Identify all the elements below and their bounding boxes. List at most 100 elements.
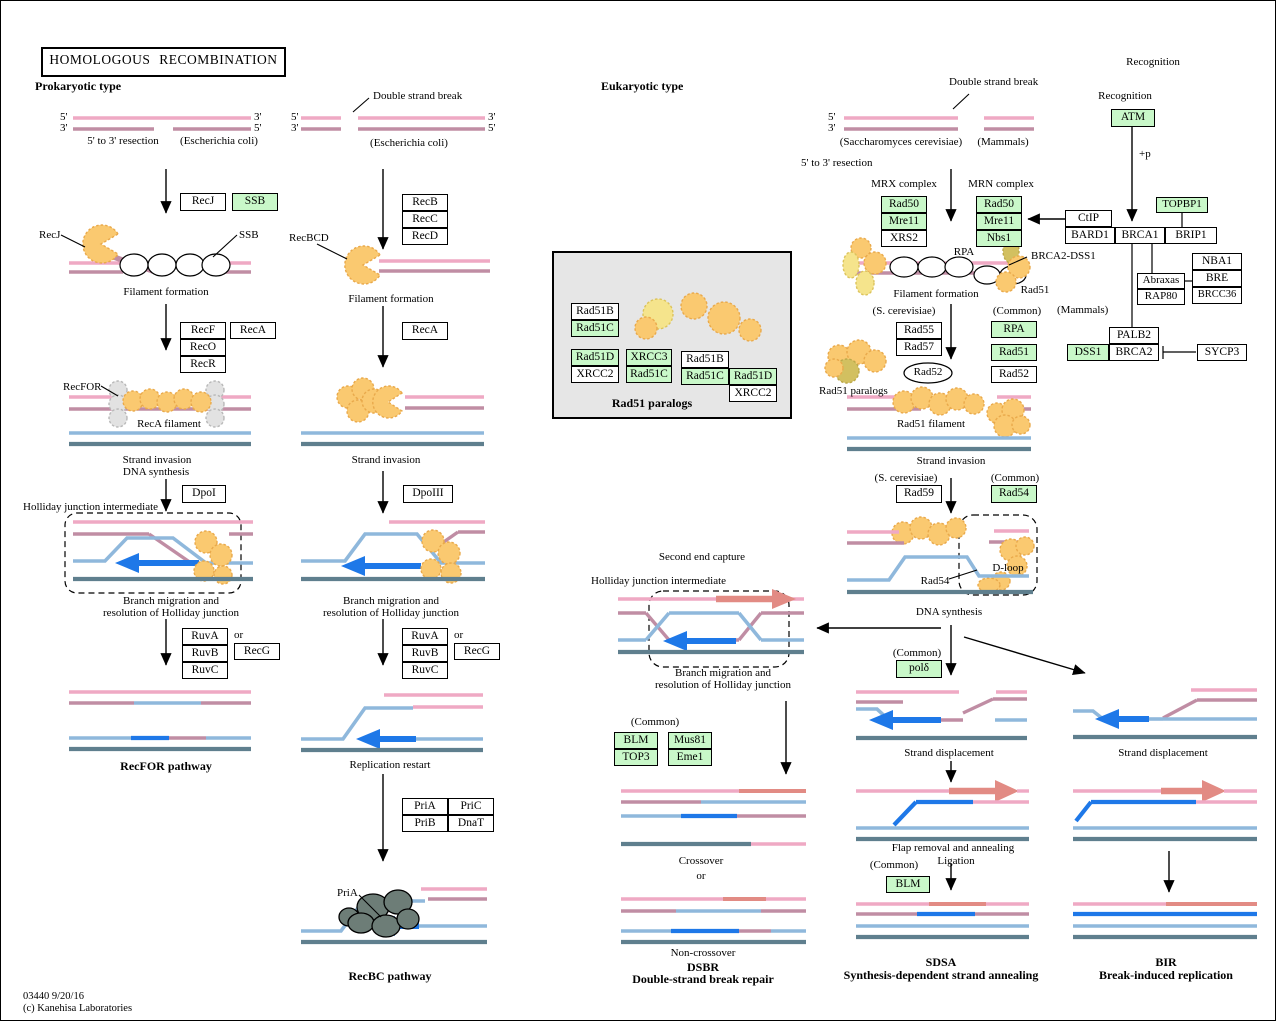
bir-final-product xyxy=(1073,902,1257,940)
recbc-pathway-label: RecBC pathway xyxy=(348,969,432,983)
gene-prib[interactable]: PriB xyxy=(402,815,448,832)
gene-pold[interactable]: polδ xyxy=(896,660,942,678)
gene-atm[interactable]: ATM xyxy=(1111,109,1155,127)
gene-recf[interactable]: RecF xyxy=(180,322,226,339)
gene-sycp3[interactable]: SYCP3 xyxy=(1197,344,1247,361)
gene-blm[interactable]: BLM xyxy=(614,732,658,749)
gene-rap80[interactable]: RAP80 xyxy=(1137,289,1185,305)
gene-top3[interactable]: TOP3 xyxy=(614,749,658,766)
bir-full-label: Break-induced replication xyxy=(1099,968,1233,982)
gene-rad51d[interactable]: Rad51D xyxy=(729,368,777,385)
gene-eme1[interactable]: Eme1 xyxy=(668,749,712,766)
gene-recg[interactable]: RecG xyxy=(234,643,280,660)
gene-dpoiii[interactable]: DpoIII xyxy=(403,485,453,503)
gene-rad51b[interactable]: Rad51B xyxy=(571,303,619,320)
sdsa-full-label: Synthesis-dependent strand annealing xyxy=(843,968,1039,982)
gene-rad59[interactable]: Rad59 xyxy=(896,485,942,503)
gene-rad51c[interactable]: Rad51C xyxy=(571,320,619,337)
prok-pria-restart xyxy=(301,887,487,945)
gene-dpoi[interactable]: DpoI xyxy=(182,485,226,503)
gene-rad52[interactable]: Rad52 xyxy=(991,366,1037,383)
gene-ctip[interactable]: CtIP xyxy=(1065,210,1112,227)
gene-pria[interactable]: PriA xyxy=(402,798,448,815)
gene-ruvc[interactable]: RuvC xyxy=(402,662,448,679)
gene-blm[interactable]: BLM xyxy=(886,876,930,893)
gene-dss1[interactable]: DSS1 xyxy=(1067,344,1109,361)
rad54-label: Rad54 xyxy=(920,575,950,587)
or-label: or xyxy=(454,629,464,641)
gene-mre11[interactable]: Mre11 xyxy=(976,213,1022,230)
resolution-label: resolution of Holliday junction xyxy=(323,607,459,619)
euk-dna-dsb xyxy=(844,93,1034,131)
gene-ssb[interactable]: SSB xyxy=(232,193,278,211)
gene-palb2[interactable]: PALB2 xyxy=(1109,327,1159,344)
gene-bre[interactable]: BRE xyxy=(1192,270,1242,287)
gene-rad51c[interactable]: Rad51C xyxy=(681,368,729,385)
gene-rad51c[interactable]: Rad51C xyxy=(626,366,672,383)
gene-xrs2[interactable]: XRS2 xyxy=(881,230,927,247)
gene-reco[interactable]: RecO xyxy=(180,339,226,356)
resection-label: 5' to 3' resection xyxy=(801,157,873,169)
mammals-label: (Mammals) xyxy=(1057,304,1109,316)
gene-recc[interactable]: RecC xyxy=(402,211,448,228)
gene-rad51b[interactable]: Rad51B xyxy=(681,351,729,368)
gene-recb[interactable]: RecB xyxy=(402,194,448,211)
gene-ruva[interactable]: RuvA xyxy=(182,628,228,645)
gene-abraxas[interactable]: Abraxas xyxy=(1137,273,1185,289)
gene-rad54[interactable]: Rad54 xyxy=(991,485,1037,503)
bir-label: BIR xyxy=(1155,955,1177,969)
section-eukaryotic: Eukaryotic type xyxy=(601,79,684,93)
dsbr-noncrossover-product xyxy=(621,897,806,945)
gene-ruvb[interactable]: RuvB xyxy=(402,645,448,662)
gene-topbp1[interactable]: TOPBP1 xyxy=(1156,197,1208,213)
branch-migration-label: Branch migration and xyxy=(343,595,439,607)
gene-brcc36[interactable]: BRCC36 xyxy=(1192,287,1242,304)
gene-bard1[interactable]: BARD1 xyxy=(1065,227,1115,244)
gene-xrcc3[interactable]: XRCC3 xyxy=(626,349,672,366)
bir-displacement-1 xyxy=(1073,688,1257,740)
gene-recr[interactable]: RecR xyxy=(180,356,226,373)
gene-rad51d[interactable]: Rad51D xyxy=(571,349,619,366)
gene-dnat[interactable]: DnaT xyxy=(448,815,494,832)
gene-recd[interactable]: RecD xyxy=(402,228,448,245)
gene-mus81[interactable]: Mus81 xyxy=(668,732,712,749)
gene-ruva[interactable]: RuvA xyxy=(402,628,448,645)
gene-rad50[interactable]: Rad50 xyxy=(881,196,927,213)
gene-recj[interactable]: RecJ xyxy=(180,193,226,211)
gene-brca1[interactable]: BRCA1 xyxy=(1115,227,1165,244)
gene-pric[interactable]: PriC xyxy=(448,798,494,815)
gene-xrcc2[interactable]: XRCC2 xyxy=(571,366,619,383)
gene-rad51[interactable]: Rad51 xyxy=(991,344,1037,361)
rad51-paralogs-title: Rad51 paralogs xyxy=(611,396,693,410)
gene-recg[interactable]: RecG xyxy=(454,643,500,660)
phosphorylation-label: +p xyxy=(1139,148,1151,160)
dsbr-full-label: Double-strand break repair xyxy=(632,972,774,986)
gene-brip1[interactable]: BRIP1 xyxy=(1165,227,1217,244)
gene-mre11[interactable]: Mre11 xyxy=(881,213,927,230)
s-cerevisiae-label: (S. cerevisiae) xyxy=(872,305,936,317)
recognition-label: Recognition xyxy=(1126,56,1180,68)
gene-rpa[interactable]: RPA xyxy=(991,321,1037,338)
dsb-label: Double strand break xyxy=(373,90,463,102)
resolution-label: resolution of Holliday junction xyxy=(655,679,791,691)
prime-label: 5' xyxy=(254,122,262,134)
reaction-arrows xyxy=(160,127,1196,893)
rad51-filament-label: Rad51 filament xyxy=(896,418,966,430)
flap-removal-label: Flap removal and annealing xyxy=(891,842,1015,854)
mammals-label: (Mammals) xyxy=(977,136,1029,148)
gene-xrcc2[interactable]: XRCC2 xyxy=(729,385,777,402)
gene-nbs1[interactable]: Nbs1 xyxy=(976,230,1022,247)
gene-nba1[interactable]: NBA1 xyxy=(1192,253,1242,270)
gene-ruvc[interactable]: RuvC xyxy=(182,662,228,679)
gene-ruvb[interactable]: RuvB xyxy=(182,645,228,662)
gene-brca2[interactable]: BRCA2 xyxy=(1109,344,1159,361)
gene-rad50[interactable]: Rad50 xyxy=(976,196,1022,213)
gene-reca[interactable]: RecA xyxy=(402,322,448,340)
resection-label: 5' to 3' resection xyxy=(87,135,159,147)
recfor-label: RecFOR xyxy=(63,381,102,393)
gene-rad57[interactable]: Rad57 xyxy=(896,339,942,356)
prok-dna-resected xyxy=(73,116,251,131)
gene-reca[interactable]: RecA xyxy=(230,322,276,339)
gene-rad55[interactable]: Rad55 xyxy=(896,322,942,339)
